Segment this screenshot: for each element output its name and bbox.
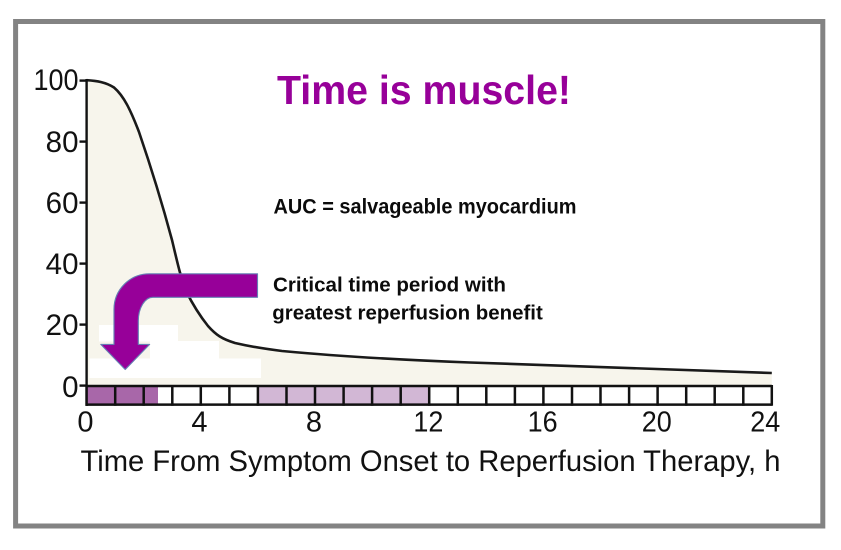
svg-text:80: 80 (46, 126, 79, 159)
svg-text:Time From Symptom Onset to Rep: Time From Symptom Onset to Reperfusion T… (81, 445, 781, 478)
svg-text:8: 8 (306, 406, 322, 438)
svg-text:60: 60 (46, 187, 79, 220)
svg-text:0: 0 (62, 371, 78, 404)
svg-text:100: 100 (34, 64, 79, 97)
svg-text:Critical time period with: Critical time period with (273, 274, 506, 297)
svg-text:AUC = salvageable myocardium: AUC = salvageable myocardium (274, 196, 577, 219)
svg-text:0: 0 (77, 406, 93, 438)
svg-text:4: 4 (191, 406, 207, 438)
svg-text:24: 24 (750, 406, 780, 438)
svg-text:12: 12 (413, 406, 443, 438)
svg-text:20: 20 (46, 309, 79, 342)
svg-text:20: 20 (642, 406, 672, 438)
svg-text:16: 16 (528, 406, 558, 438)
svg-text:40: 40 (46, 248, 79, 281)
svg-text:greatest reperfusion benefit: greatest reperfusion benefit (272, 302, 543, 325)
svg-text:Time is muscle!: Time is muscle! (277, 67, 571, 113)
